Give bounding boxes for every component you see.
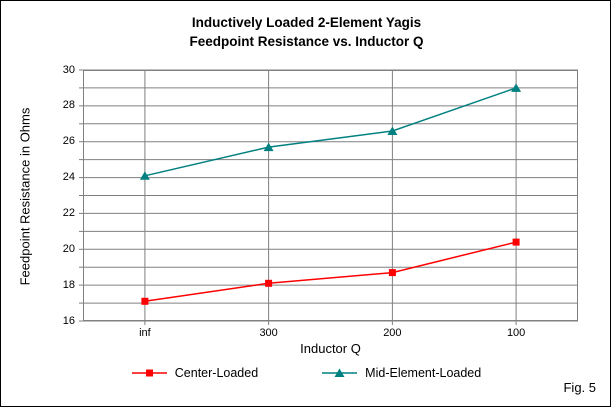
y-tick-label: 24 [62,171,75,184]
data-point-marker [265,279,273,287]
x-tick-label: 100 [506,327,526,339]
legend-triangle-marker-icon [334,368,345,377]
data-point-marker [139,171,150,180]
legend-square-marker-icon [145,369,153,377]
x-tick-label: 200 [383,327,402,339]
figure-number-label: Fig. 5 [563,380,596,395]
data-point-marker [388,269,396,277]
y-tick-label: 30 [62,63,75,76]
plot-border [83,70,578,321]
data-point-marker [387,126,398,135]
chart-title-line2: Feedpoint Resistance vs. Inductor Q [189,34,424,49]
x-tick-label: inf [139,327,151,339]
legend-key-icon [131,369,167,377]
series-line [144,87,517,177]
data-point-marker [512,238,520,246]
y-tick-label: 22 [62,206,75,219]
chart-title: Inductively Loaded 2-Element Yagis Feedp… [1,13,610,51]
x-tick-label: 300 [259,327,278,339]
data-point-marker [263,142,274,152]
y-tick-label: 20 [62,242,75,255]
legend-key-icon [322,368,358,377]
plot-area [79,69,578,325]
y-tick-label: 18 [62,278,75,291]
data-point-marker [511,83,522,92]
series-line [144,241,517,303]
y-tick-label: 26 [62,135,75,148]
y-tick-label: 16 [62,314,75,327]
chart-legend: Center-Loaded Mid-Element-Loaded [1,366,610,380]
legend-item: Center-Loaded [131,366,259,380]
data-point-marker [141,297,149,305]
legend-label: Center-Loaded [174,366,259,380]
chart-title-line1: Inductively Loaded 2-Element Yagis [191,15,422,30]
legend-label: Mid-Element-Loaded [365,366,482,380]
y-tick-label: 28 [62,99,75,112]
x-axis-title: Inductor Q [300,341,361,356]
y-axis-title: Feedpoint Resistance in Ohms [17,107,33,286]
legend-item: Mid-Element-Loaded [322,366,481,380]
